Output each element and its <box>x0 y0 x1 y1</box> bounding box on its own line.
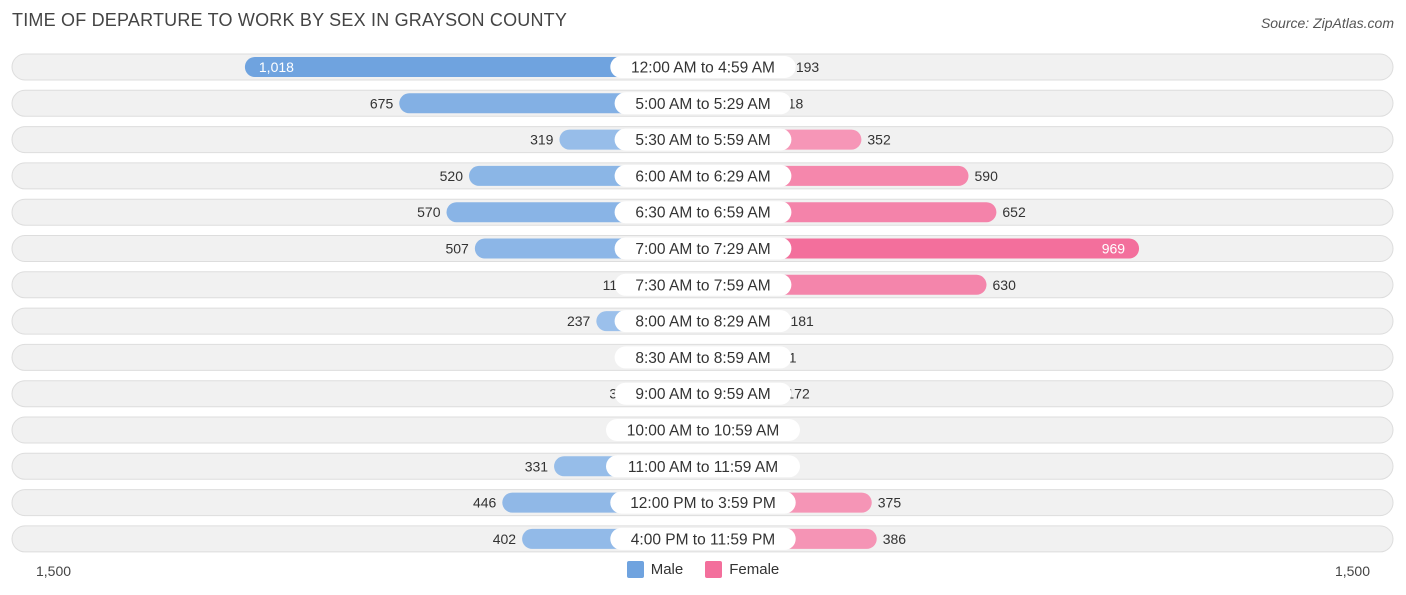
category-label: 10:00 AM to 10:59 AM <box>627 423 780 440</box>
value-label-male: 520 <box>440 168 464 184</box>
bar-male <box>244 57 703 77</box>
category-label: 12:00 AM to 4:59 AM <box>631 60 775 77</box>
category-label: 9:00 AM to 9:59 AM <box>635 386 770 403</box>
bar-female <box>703 238 1140 259</box>
value-label-male: 507 <box>445 241 469 257</box>
value-label-female: 386 <box>883 531 907 547</box>
bar-row: 3312911:00 AM to 11:59 AM <box>11 452 1394 480</box>
value-label-male: 402 <box>493 531 517 547</box>
category-label: 11:00 AM to 11:59 AM <box>628 459 778 476</box>
category-label-background <box>614 237 792 260</box>
legend-item-female: Female <box>705 561 779 578</box>
category-label: 7:30 AM to 7:59 AM <box>635 277 770 294</box>
legend-item-male: Male <box>626 561 684 578</box>
value-label-female: 969 <box>1102 241 1126 257</box>
category-label-background <box>606 419 800 441</box>
category-label: 8:30 AM to 8:59 AM <box>635 350 770 367</box>
value-label-female: 193 <box>796 59 820 75</box>
value-label-male: 319 <box>530 132 554 148</box>
legend-label-female: Female <box>729 561 780 578</box>
bar-row: 446 375 12:00 PM to 3:59 PM <box>11 489 1394 517</box>
axis-label-left: 1,500 <box>36 563 72 579</box>
bar-row: 237 181 8:00 AM to 8:29 AM <box>11 307 1394 335</box>
value-label-male: 675 <box>370 95 394 111</box>
category-label-background <box>614 201 792 224</box>
bar-row: 570 652 6:30 AM to 6:59 AM <box>11 198 1394 226</box>
value-label-female: 590 <box>975 168 999 184</box>
value-label-female: 352 <box>867 132 891 148</box>
legend-swatch-female <box>705 561 723 578</box>
bar-row: 11310:00 AM to 10:59 AM <box>11 416 1394 444</box>
category-label-background <box>614 310 792 333</box>
bar-row: 1,018 193 12:00 AM to 4:59 AM <box>11 53 1394 81</box>
source-credit: Source: ZipAtlas.com <box>1260 15 1394 31</box>
value-label-male: 331 <box>525 458 549 474</box>
category-label-background <box>610 491 796 514</box>
category-label-background <box>614 382 792 405</box>
category-label-background <box>610 527 796 550</box>
category-label-background <box>614 128 792 151</box>
category-label: 5:00 AM to 5:29 AM <box>635 96 770 113</box>
category-label: 7:00 AM to 7:29 AM <box>635 241 770 258</box>
category-label: 12:00 PM to 3:59 PM <box>630 495 776 512</box>
value-label-female: 652 <box>1002 204 1026 220</box>
category-label-background <box>614 164 792 187</box>
bar-row: 520 590 6:00 AM to 6:29 AM <box>11 162 1394 190</box>
legend-label-male: Male <box>650 561 684 578</box>
axis-label-right: 1,500 <box>1334 563 1370 579</box>
legend-swatch-male <box>626 561 644 578</box>
value-label-female: 181 <box>790 313 814 329</box>
value-label-male: 1,018 <box>259 59 294 75</box>
category-label-background <box>614 346 792 369</box>
bar-row: 319 352 5:30 AM to 5:59 AM <box>11 126 1394 154</box>
category-label: 8:00 AM to 8:29 AM <box>635 314 770 331</box>
category-label-background <box>610 56 796 78</box>
value-label-female: 172 <box>786 386 810 402</box>
value-label-female: 375 <box>878 495 902 511</box>
category-label-background <box>614 92 792 115</box>
category-label: 4:00 PM to 11:59 PM <box>631 531 775 548</box>
value-label-male: 570 <box>417 204 441 220</box>
value-label-female: 630 <box>993 277 1017 293</box>
bar-row: 507 969 7:00 AM to 7:29 AM <box>11 235 1394 262</box>
bar-row: 391729:00 AM to 9:59 AM <box>11 380 1394 408</box>
legend: Male Female <box>0 561 1406 578</box>
category-label-background <box>614 273 792 296</box>
category-label-background <box>606 455 800 478</box>
bar-row: 402 386 4:00 PM to 11:59 PM <box>11 525 1394 553</box>
category-label: 5:30 AM to 5:59 AM <box>635 132 770 149</box>
value-label-male: 237 <box>567 313 591 329</box>
category-label: 6:00 AM to 6:29 AM <box>635 168 770 185</box>
chart-title: TIME OF DEPARTURE TO WORK BY SEX IN GRAY… <box>12 10 568 30</box>
bar-row: 0318:30 AM to 8:59 AM <box>11 343 1394 371</box>
category-label: 6:30 AM to 6:59 AM <box>635 205 770 222</box>
value-label-male: 446 <box>473 495 497 511</box>
